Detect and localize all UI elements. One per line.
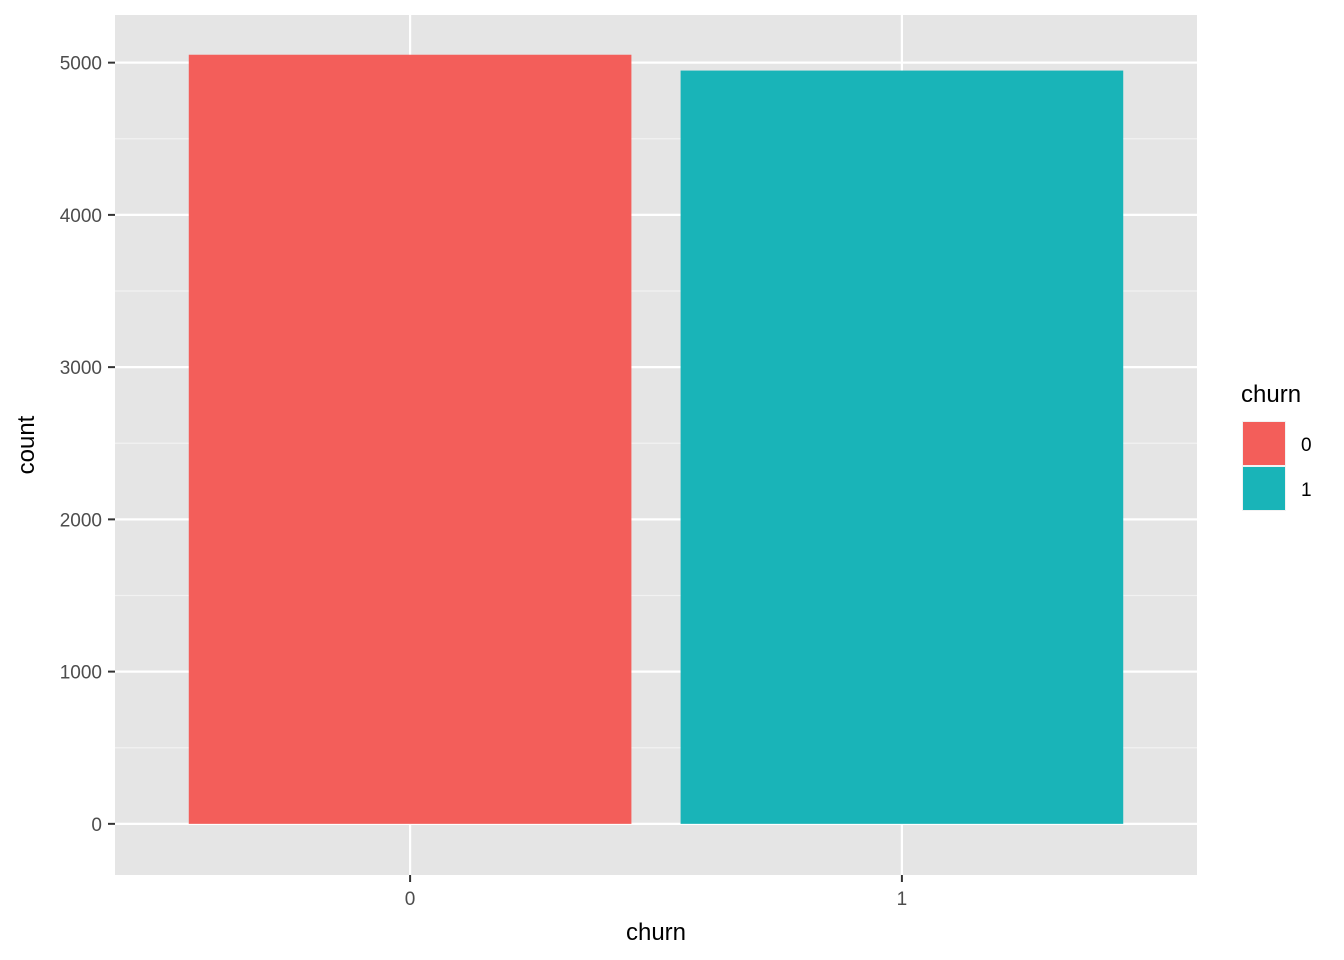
legend-swatch bbox=[1243, 467, 1285, 510]
x-tick-label: 0 bbox=[405, 889, 416, 910]
y-tick-label: 1000 bbox=[60, 663, 102, 684]
legend-label: 1 bbox=[1301, 480, 1312, 501]
bars-group bbox=[188, 54, 1124, 824]
y-tick-label: 4000 bbox=[60, 206, 102, 227]
y-tick-label: 2000 bbox=[60, 510, 102, 531]
x-axis-title: churn bbox=[626, 919, 686, 946]
y-tick-label: 3000 bbox=[60, 358, 102, 379]
legend-swatch bbox=[1243, 422, 1285, 465]
y-tick-label: 5000 bbox=[60, 54, 102, 75]
bar bbox=[680, 70, 1124, 824]
bar bbox=[188, 54, 632, 824]
legend: churn 01 bbox=[1241, 381, 1312, 511]
legend-title: churn bbox=[1241, 381, 1301, 408]
y-axis-title: count bbox=[13, 415, 40, 474]
y-tick-label: 0 bbox=[91, 815, 102, 836]
x-tick-label: 1 bbox=[897, 889, 908, 910]
legend-items: 01 bbox=[1242, 421, 1312, 511]
y-axis: 0 1000 2000 3000 4000 5000 bbox=[60, 54, 115, 836]
legend-label: 0 bbox=[1301, 435, 1312, 456]
